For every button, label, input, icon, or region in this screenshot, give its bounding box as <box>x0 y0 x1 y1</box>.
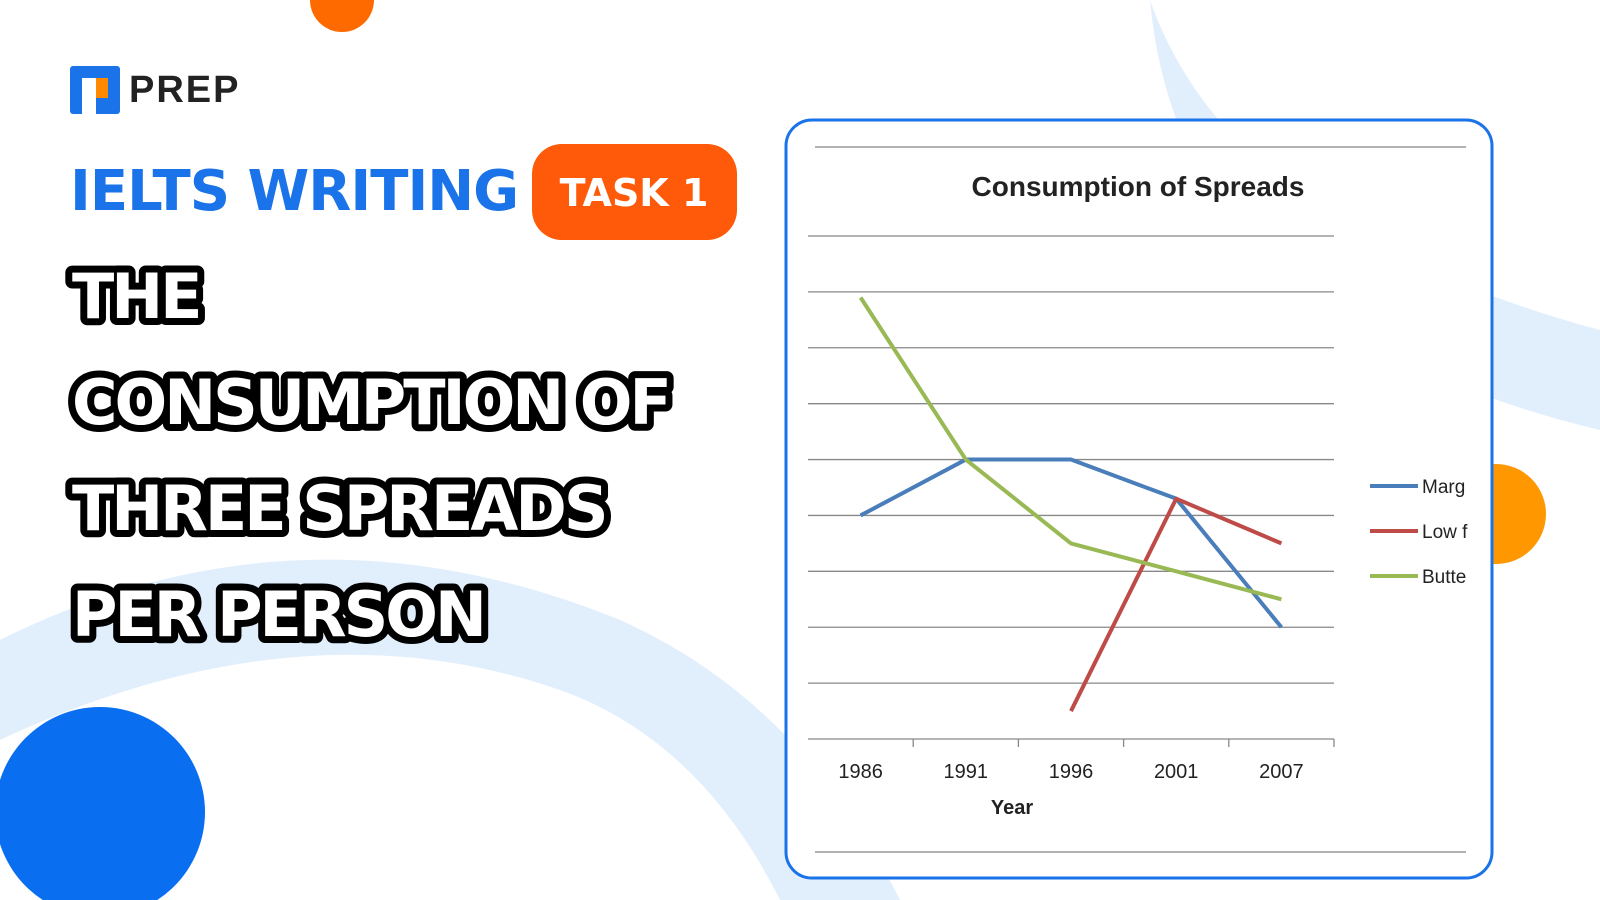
legend-label: Marg <box>1422 477 1465 498</box>
hero-line: CONSUMPTION OF <box>72 366 669 439</box>
x-tick-label: 2007 <box>1259 761 1304 783</box>
plot: 1986 1991 1996 2001 2007 Marg Low f Butte <box>808 235 1468 783</box>
legend-label: Butte <box>1422 567 1466 588</box>
legend-label: Low f <box>1422 522 1468 543</box>
deco-circle <box>0 707 205 900</box>
series-line <box>1069 496 1283 712</box>
series-line <box>859 457 1283 629</box>
hero-line: PER PERSON <box>72 578 484 651</box>
chart-title: Consumption of Spreads <box>972 171 1305 202</box>
logo: PREP <box>70 66 240 114</box>
bg-arc <box>0 559 900 900</box>
x-tick-label: 1991 <box>944 761 989 783</box>
badge-bg <box>532 144 737 240</box>
badge: TASK 1 <box>560 171 709 215</box>
hero-line: THREE SPREADS <box>72 472 606 545</box>
x-tick-label: 1996 <box>1049 761 1094 783</box>
x-tick-label: 2001 <box>1154 761 1199 783</box>
chart-card <box>784 118 1494 880</box>
brand: PREP <box>129 69 240 111</box>
series-line <box>858 296 1282 602</box>
hero-line: THE <box>72 260 200 333</box>
deco-circle <box>310 0 374 32</box>
label: IELTS WRITING <box>70 159 518 224</box>
x-axis-label: Year <box>991 797 1033 819</box>
x-tick-label: 1986 <box>838 761 883 783</box>
